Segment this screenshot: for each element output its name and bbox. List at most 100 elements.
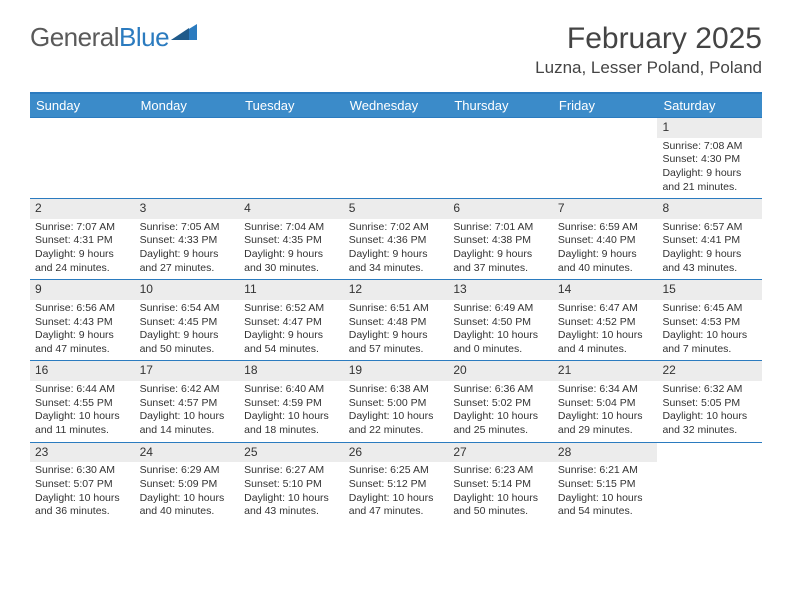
sunset-text: Sunset: 4:52 PM bbox=[558, 316, 653, 330]
day-number: 15 bbox=[657, 280, 762, 300]
day-number: 27 bbox=[448, 443, 553, 463]
day-cell bbox=[135, 118, 240, 198]
sunrise-text: Sunrise: 6:40 AM bbox=[244, 383, 339, 397]
sunset-text: Sunset: 5:12 PM bbox=[349, 478, 444, 492]
sunrise-text: Sunrise: 7:02 AM bbox=[349, 221, 444, 235]
sunset-text: Sunset: 4:53 PM bbox=[662, 316, 757, 330]
week-row: 1Sunrise: 7:08 AMSunset: 4:30 PMDaylight… bbox=[30, 117, 762, 198]
daylight-text: Daylight: 9 hours and 43 minutes. bbox=[662, 248, 757, 275]
title-block: February 2025 Luzna, Lesser Poland, Pola… bbox=[535, 22, 762, 78]
sunrise-text: Sunrise: 6:49 AM bbox=[453, 302, 548, 316]
day-header-row: SundayMondayTuesdayWednesdayThursdayFrid… bbox=[30, 94, 762, 117]
day-header: Saturday bbox=[657, 94, 762, 117]
location: Luzna, Lesser Poland, Poland bbox=[535, 58, 762, 78]
day-number: 12 bbox=[344, 280, 449, 300]
day-number bbox=[344, 118, 449, 138]
day-body: Sunrise: 6:52 AMSunset: 4:47 PMDaylight:… bbox=[239, 300, 344, 361]
sunset-text: Sunset: 5:00 PM bbox=[349, 397, 444, 411]
day-cell: 20Sunrise: 6:36 AMSunset: 5:02 PMDayligh… bbox=[448, 361, 553, 441]
day-body: Sunrise: 7:02 AMSunset: 4:36 PMDaylight:… bbox=[344, 219, 449, 280]
sunrise-text: Sunrise: 6:45 AM bbox=[662, 302, 757, 316]
day-number: 9 bbox=[30, 280, 135, 300]
day-cell: 10Sunrise: 6:54 AMSunset: 4:45 PMDayligh… bbox=[135, 280, 240, 360]
sunrise-text: Sunrise: 7:07 AM bbox=[35, 221, 130, 235]
day-cell: 15Sunrise: 6:45 AMSunset: 4:53 PMDayligh… bbox=[657, 280, 762, 360]
day-body: Sunrise: 6:25 AMSunset: 5:12 PMDaylight:… bbox=[344, 462, 449, 523]
day-cell bbox=[344, 118, 449, 198]
day-number: 2 bbox=[30, 199, 135, 219]
sunrise-text: Sunrise: 6:32 AM bbox=[662, 383, 757, 397]
day-body: Sunrise: 6:30 AMSunset: 5:07 PMDaylight:… bbox=[30, 462, 135, 523]
day-body: Sunrise: 6:59 AMSunset: 4:40 PMDaylight:… bbox=[553, 219, 658, 280]
sunset-text: Sunset: 4:48 PM bbox=[349, 316, 444, 330]
sunset-text: Sunset: 4:47 PM bbox=[244, 316, 339, 330]
day-cell: 1Sunrise: 7:08 AMSunset: 4:30 PMDaylight… bbox=[657, 118, 762, 198]
daylight-text: Daylight: 9 hours and 57 minutes. bbox=[349, 329, 444, 356]
sunset-text: Sunset: 4:40 PM bbox=[558, 234, 653, 248]
sunrise-text: Sunrise: 6:47 AM bbox=[558, 302, 653, 316]
day-cell: 19Sunrise: 6:38 AMSunset: 5:00 PMDayligh… bbox=[344, 361, 449, 441]
daylight-text: Daylight: 10 hours and 29 minutes. bbox=[558, 410, 653, 437]
daylight-text: Daylight: 9 hours and 24 minutes. bbox=[35, 248, 130, 275]
day-number: 18 bbox=[239, 361, 344, 381]
day-cell: 4Sunrise: 7:04 AMSunset: 4:35 PMDaylight… bbox=[239, 199, 344, 279]
daylight-text: Daylight: 9 hours and 21 minutes. bbox=[662, 167, 757, 194]
day-body: Sunrise: 6:47 AMSunset: 4:52 PMDaylight:… bbox=[553, 300, 658, 361]
day-body: Sunrise: 7:01 AMSunset: 4:38 PMDaylight:… bbox=[448, 219, 553, 280]
day-body: Sunrise: 6:56 AMSunset: 4:43 PMDaylight:… bbox=[30, 300, 135, 361]
sunset-text: Sunset: 4:50 PM bbox=[453, 316, 548, 330]
day-body: Sunrise: 6:21 AMSunset: 5:15 PMDaylight:… bbox=[553, 462, 658, 523]
daylight-text: Daylight: 9 hours and 37 minutes. bbox=[453, 248, 548, 275]
day-header: Wednesday bbox=[344, 94, 449, 117]
sunset-text: Sunset: 5:04 PM bbox=[558, 397, 653, 411]
day-number: 14 bbox=[553, 280, 658, 300]
sunrise-text: Sunrise: 6:23 AM bbox=[453, 464, 548, 478]
day-number: 23 bbox=[30, 443, 135, 463]
day-number: 24 bbox=[135, 443, 240, 463]
day-number: 8 bbox=[657, 199, 762, 219]
day-number: 7 bbox=[553, 199, 658, 219]
sunset-text: Sunset: 5:05 PM bbox=[662, 397, 757, 411]
day-cell bbox=[657, 443, 762, 523]
sunset-text: Sunset: 5:15 PM bbox=[558, 478, 653, 492]
day-cell: 18Sunrise: 6:40 AMSunset: 4:59 PMDayligh… bbox=[239, 361, 344, 441]
day-body: Sunrise: 6:54 AMSunset: 4:45 PMDaylight:… bbox=[135, 300, 240, 361]
day-number bbox=[657, 443, 762, 463]
day-number: 28 bbox=[553, 443, 658, 463]
sunset-text: Sunset: 4:45 PM bbox=[140, 316, 235, 330]
sunrise-text: Sunrise: 6:44 AM bbox=[35, 383, 130, 397]
sunset-text: Sunset: 4:30 PM bbox=[662, 153, 757, 167]
sunrise-text: Sunrise: 6:30 AM bbox=[35, 464, 130, 478]
day-cell: 13Sunrise: 6:49 AMSunset: 4:50 PMDayligh… bbox=[448, 280, 553, 360]
day-body: Sunrise: 6:29 AMSunset: 5:09 PMDaylight:… bbox=[135, 462, 240, 523]
sunset-text: Sunset: 5:02 PM bbox=[453, 397, 548, 411]
daylight-text: Daylight: 10 hours and 22 minutes. bbox=[349, 410, 444, 437]
day-number: 25 bbox=[239, 443, 344, 463]
day-body: Sunrise: 6:34 AMSunset: 5:04 PMDaylight:… bbox=[553, 381, 658, 442]
day-number: 22 bbox=[657, 361, 762, 381]
daylight-text: Daylight: 10 hours and 40 minutes. bbox=[140, 492, 235, 519]
daylight-text: Daylight: 10 hours and 32 minutes. bbox=[662, 410, 757, 437]
sunrise-text: Sunrise: 6:21 AM bbox=[558, 464, 653, 478]
day-cell bbox=[30, 118, 135, 198]
daylight-text: Daylight: 10 hours and 50 minutes. bbox=[453, 492, 548, 519]
day-cell: 16Sunrise: 6:44 AMSunset: 4:55 PMDayligh… bbox=[30, 361, 135, 441]
daylight-text: Daylight: 9 hours and 54 minutes. bbox=[244, 329, 339, 356]
day-body: Sunrise: 6:42 AMSunset: 4:57 PMDaylight:… bbox=[135, 381, 240, 442]
daylight-text: Daylight: 10 hours and 54 minutes. bbox=[558, 492, 653, 519]
day-number bbox=[239, 118, 344, 138]
sunrise-text: Sunrise: 6:42 AM bbox=[140, 383, 235, 397]
day-number: 10 bbox=[135, 280, 240, 300]
logo: GeneralBlue bbox=[30, 22, 197, 53]
day-header: Monday bbox=[135, 94, 240, 117]
day-header: Friday bbox=[553, 94, 658, 117]
sunset-text: Sunset: 4:35 PM bbox=[244, 234, 339, 248]
day-cell: 7Sunrise: 6:59 AMSunset: 4:40 PMDaylight… bbox=[553, 199, 658, 279]
daylight-text: Daylight: 9 hours and 27 minutes. bbox=[140, 248, 235, 275]
sunset-text: Sunset: 4:33 PM bbox=[140, 234, 235, 248]
day-body: Sunrise: 7:08 AMSunset: 4:30 PMDaylight:… bbox=[657, 138, 762, 199]
sunset-text: Sunset: 5:09 PM bbox=[140, 478, 235, 492]
day-body: Sunrise: 6:40 AMSunset: 4:59 PMDaylight:… bbox=[239, 381, 344, 442]
day-number: 13 bbox=[448, 280, 553, 300]
day-cell: 3Sunrise: 7:05 AMSunset: 4:33 PMDaylight… bbox=[135, 199, 240, 279]
